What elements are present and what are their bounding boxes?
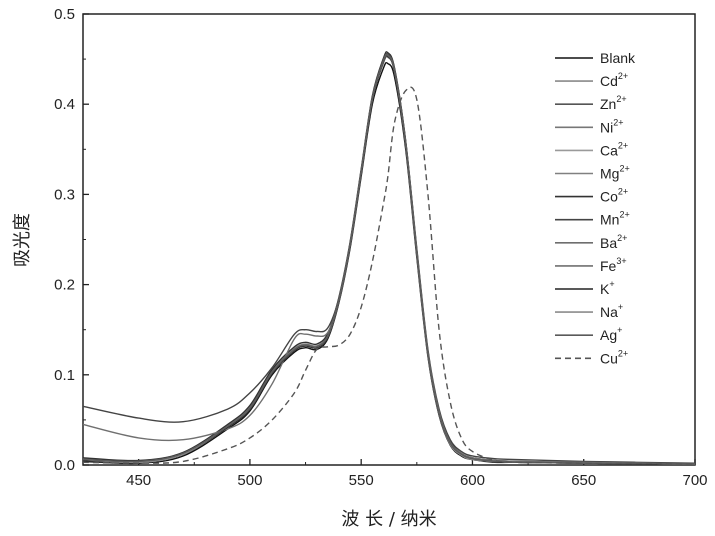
x-tick-label: 550: [349, 472, 374, 489]
legend-entry-superscript: 2+: [619, 210, 629, 220]
y-tick-label: 0.0: [54, 457, 75, 474]
legend-entry-base: Fe: [600, 258, 617, 274]
legend-entry-superscript: 2+: [618, 140, 628, 150]
legend-entry: Co2+: [600, 187, 628, 205]
legend-entry: Blank: [600, 50, 636, 66]
legend-entry: Mn2+: [600, 210, 630, 228]
legend-entry-base: Mn: [600, 212, 619, 228]
y-tick-label: 0.1: [54, 367, 75, 384]
legend-entry-base: Na: [600, 304, 618, 320]
legend-entry: Cu2+: [600, 348, 628, 366]
legend: BlankCd2+Zn2+Ni2+Ca2+Mg2+Co2+Mn2+Ba2+Fe3…: [555, 50, 636, 366]
legend-entry-base: Ba: [600, 235, 617, 251]
legend-entry-base: Blank: [600, 50, 636, 66]
legend-entry: Fe3+: [600, 256, 627, 274]
legend-entry-base: Co: [600, 189, 618, 205]
legend-entry-superscript: +: [617, 325, 622, 335]
y-tick-label: 0.4: [54, 96, 75, 113]
legend-entry: Ca2+: [600, 140, 628, 158]
legend-entry-superscript: +: [618, 302, 623, 312]
legend-entry-base: Cu: [600, 350, 618, 366]
legend-entry: Zn2+: [600, 94, 627, 112]
legend-entry: Na+: [600, 302, 623, 320]
legend-entry-base: Ca: [600, 142, 618, 158]
x-tick-label: 450: [126, 472, 151, 489]
legend-entry-superscript: 2+: [617, 233, 627, 243]
legend-entry-superscript: 2+: [613, 117, 623, 127]
legend-entry: K+: [600, 279, 615, 297]
legend-entry-superscript: 2+: [619, 164, 629, 174]
legend-entry: Ag+: [600, 325, 622, 343]
x-tick-label: 650: [571, 472, 596, 489]
legend-entry-superscript: 3+: [616, 256, 626, 266]
legend-entry-superscript: +: [609, 279, 614, 289]
y-axis-label: 吸光度: [12, 213, 33, 267]
legend-entry-superscript: 2+: [618, 187, 628, 197]
legend-entry-base: Mg: [600, 166, 619, 182]
y-tick-label: 0.3: [54, 186, 75, 203]
legend-entry-superscript: 2+: [618, 71, 628, 81]
legend-entry: Cd2+: [600, 71, 628, 89]
legend-entry-base: Ni: [600, 119, 613, 135]
legend-entry: Ba2+: [600, 233, 627, 251]
legend-entry-base: Cd: [600, 73, 618, 89]
y-tick-label: 0.2: [54, 277, 75, 294]
legend-entry-superscript: 2+: [618, 348, 628, 358]
legend-entry: Ni2+: [600, 117, 624, 135]
legend-entry-base: Zn: [600, 96, 616, 112]
legend-entry: Mg2+: [600, 164, 630, 182]
x-tick-label: 700: [682, 472, 707, 489]
x-tick-label: 500: [237, 472, 262, 489]
x-tick-label: 600: [460, 472, 485, 489]
x-axis-label: 波 长 / 纳米: [341, 509, 436, 530]
y-tick-label: 0.5: [54, 6, 75, 23]
legend-entry-superscript: 2+: [616, 94, 626, 104]
legend-entry-base: Ag: [600, 327, 617, 343]
